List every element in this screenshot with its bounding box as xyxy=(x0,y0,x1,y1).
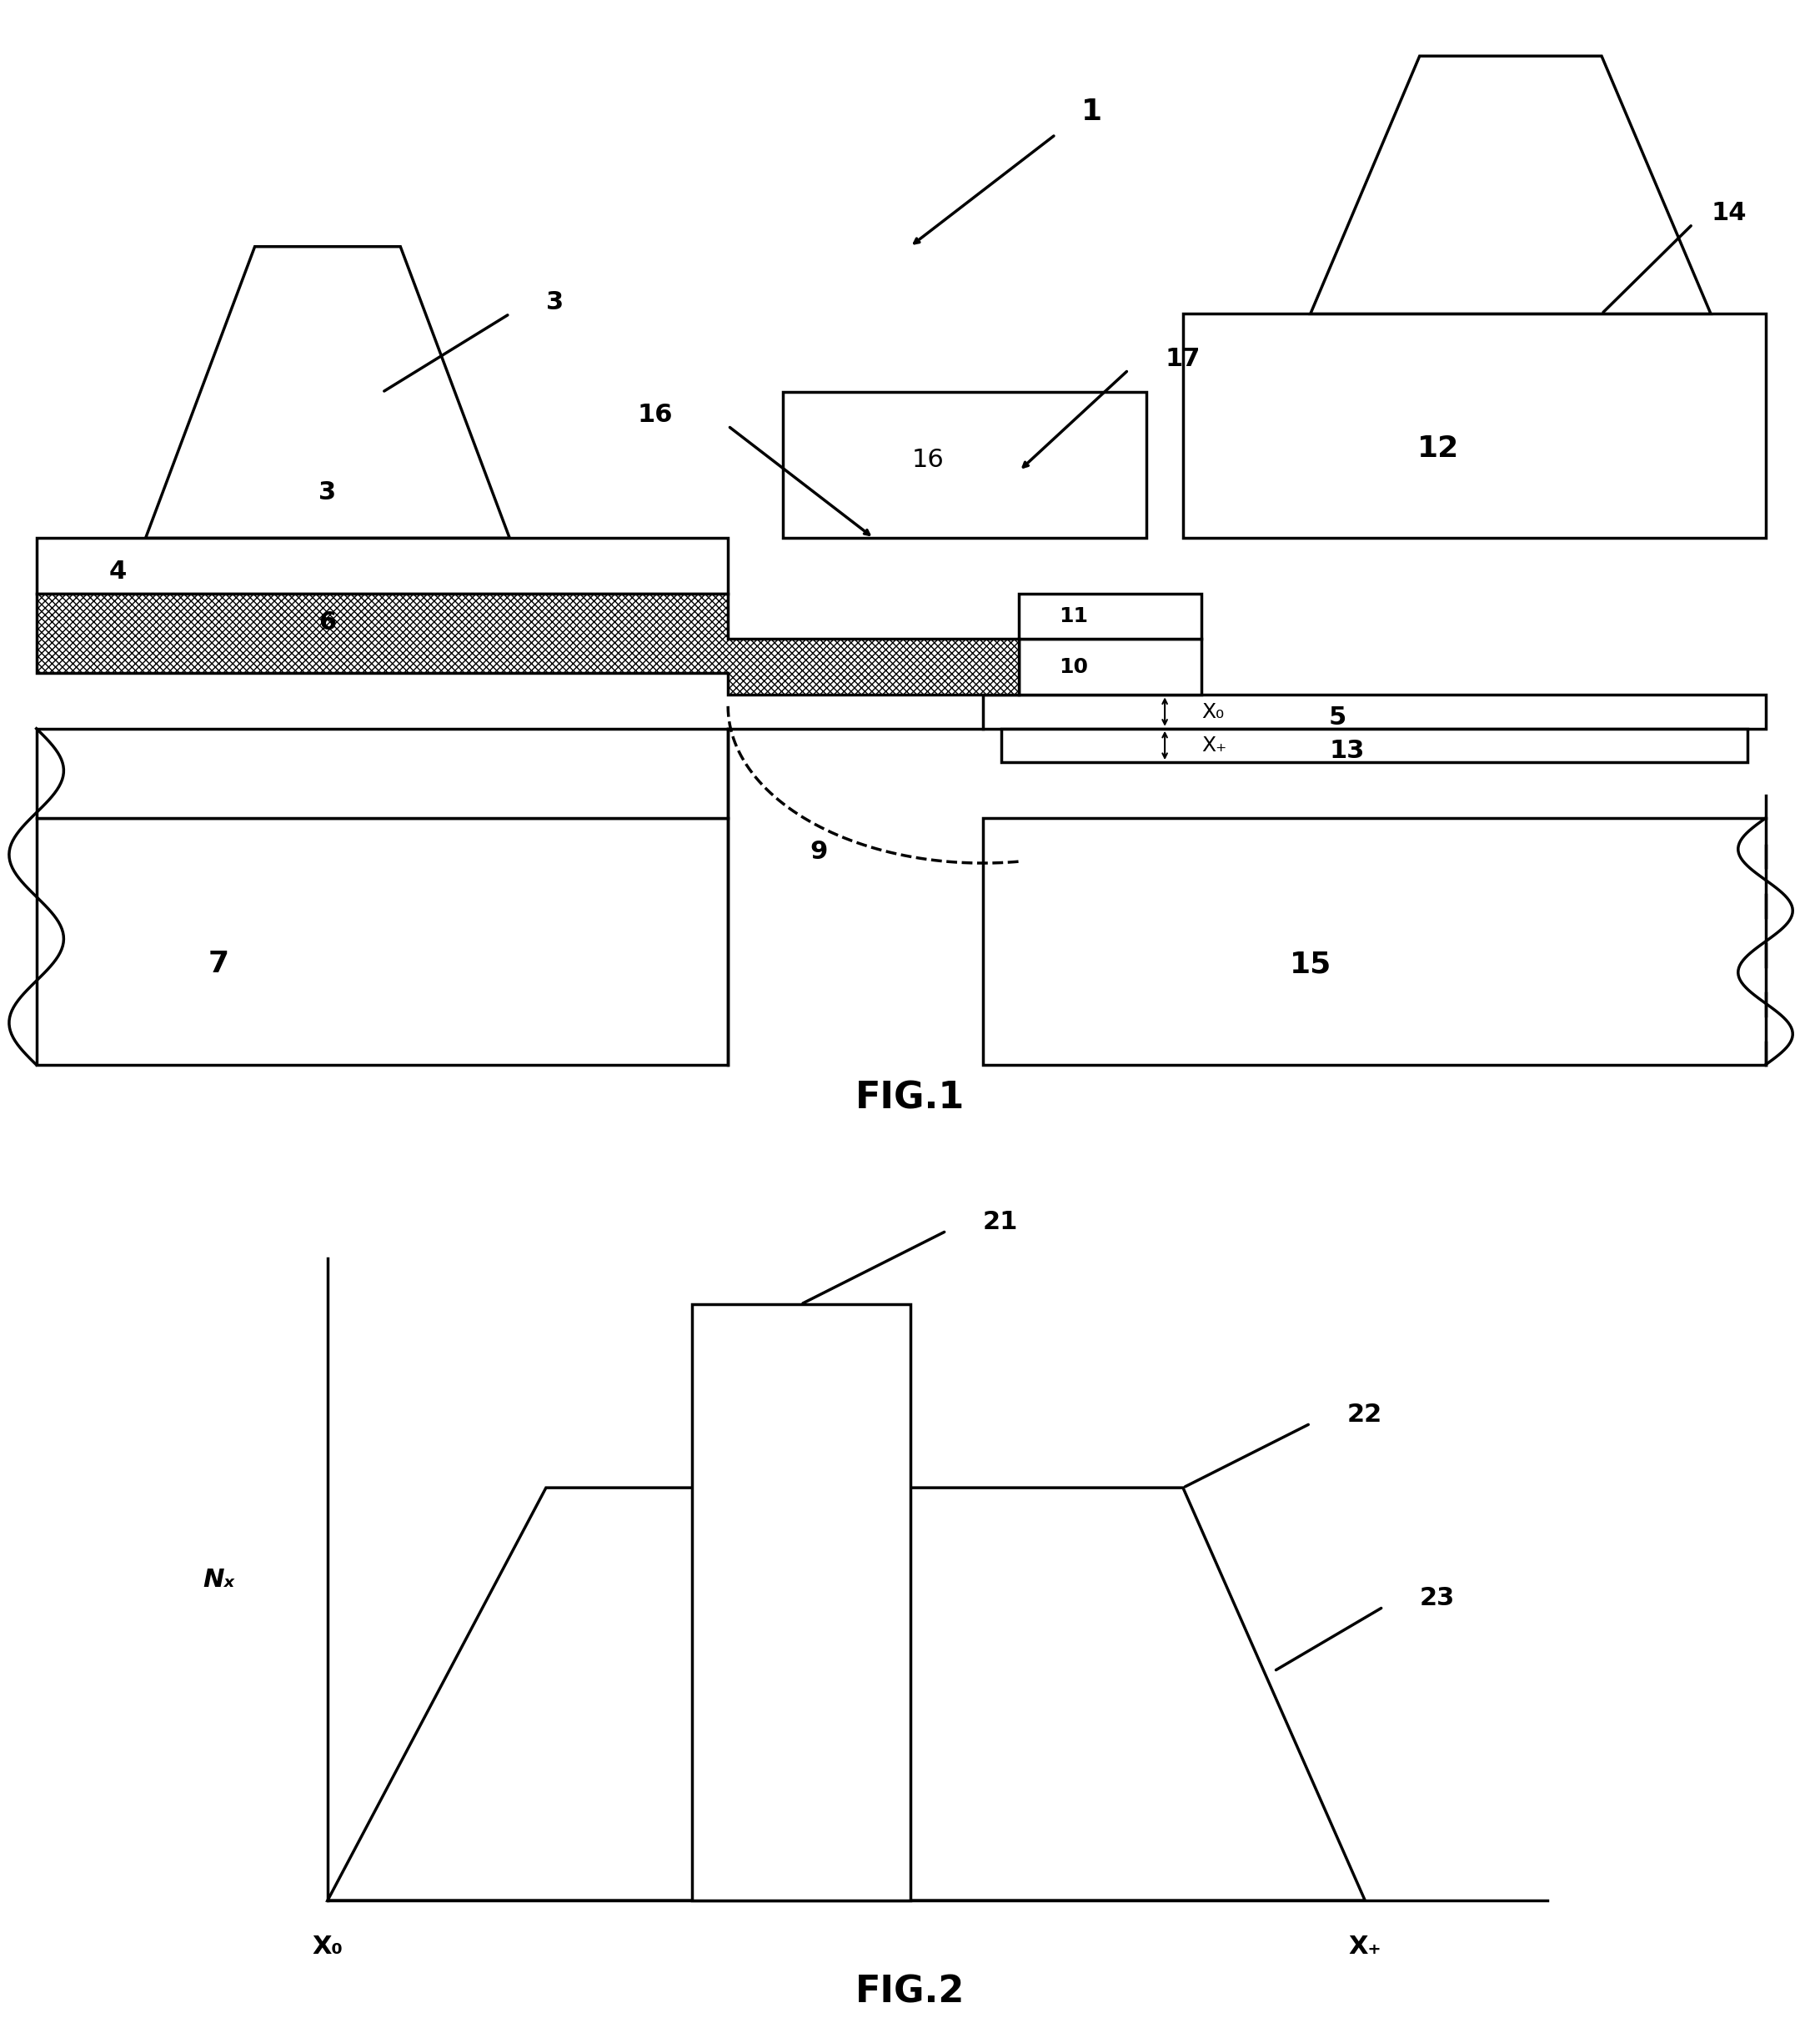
Text: 3: 3 xyxy=(318,481,337,503)
Text: 16: 16 xyxy=(912,448,945,471)
FancyBboxPatch shape xyxy=(1183,314,1765,538)
Text: 13: 13 xyxy=(1329,740,1365,762)
Text: 10: 10 xyxy=(1059,656,1088,677)
Text: 1: 1 xyxy=(1081,98,1103,126)
Text: 12: 12 xyxy=(1416,434,1460,463)
Text: 16: 16 xyxy=(637,404,673,426)
Text: FIG.2: FIG.2 xyxy=(855,1975,965,2009)
Polygon shape xyxy=(146,247,510,538)
FancyBboxPatch shape xyxy=(36,728,728,817)
Text: 22: 22 xyxy=(1347,1402,1381,1427)
FancyBboxPatch shape xyxy=(1019,640,1201,695)
Text: 14: 14 xyxy=(1711,202,1745,224)
FancyBboxPatch shape xyxy=(1019,595,1201,640)
Text: 6: 6 xyxy=(318,609,337,634)
Text: 23: 23 xyxy=(1420,1586,1454,1610)
Text: 4: 4 xyxy=(109,560,127,583)
Text: X₀: X₀ xyxy=(1201,701,1223,721)
FancyBboxPatch shape xyxy=(36,817,728,1064)
FancyBboxPatch shape xyxy=(783,391,1147,538)
Text: 11: 11 xyxy=(1059,607,1088,626)
Text: X₀: X₀ xyxy=(313,1934,342,1959)
Polygon shape xyxy=(36,595,1019,695)
Polygon shape xyxy=(328,1488,1365,1899)
Text: 5: 5 xyxy=(1329,705,1347,730)
Text: 15: 15 xyxy=(1289,950,1332,978)
FancyBboxPatch shape xyxy=(983,817,1765,1064)
FancyBboxPatch shape xyxy=(1001,728,1747,762)
Text: 7: 7 xyxy=(207,950,229,978)
Text: 9: 9 xyxy=(810,840,828,864)
Text: 3: 3 xyxy=(546,291,564,314)
Polygon shape xyxy=(1310,55,1711,314)
Text: Nₓ: Nₓ xyxy=(202,1567,235,1592)
Text: X₊: X₊ xyxy=(1349,1934,1381,1959)
Polygon shape xyxy=(692,1304,910,1899)
Text: X₊: X₊ xyxy=(1201,736,1227,756)
FancyBboxPatch shape xyxy=(36,538,728,595)
Text: 21: 21 xyxy=(983,1211,1017,1233)
FancyBboxPatch shape xyxy=(983,695,1765,728)
Text: 17: 17 xyxy=(1165,346,1201,371)
Text: FIG.1: FIG.1 xyxy=(855,1080,965,1117)
